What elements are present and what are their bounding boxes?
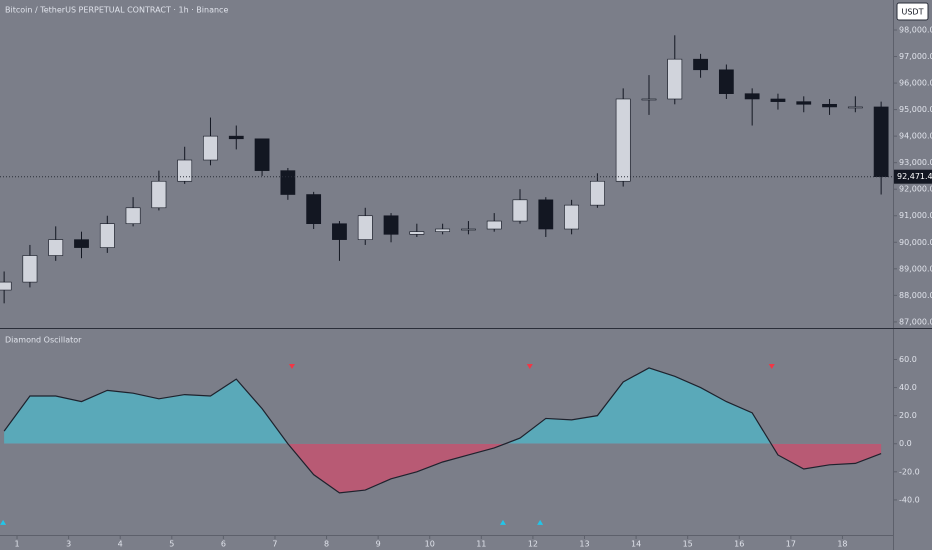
x-tick-label: 12 — [528, 540, 538, 549]
candle-body — [383, 215, 399, 235]
candle-body — [306, 194, 322, 225]
y-tick-label: 40.0 — [899, 383, 917, 392]
y-tick-label: 89,000.0 — [899, 264, 932, 273]
currency-label[interactable]: USDT — [902, 8, 924, 17]
y-tick-label: 87,000.0 — [899, 317, 932, 326]
y-tick-label: 95,000.0 — [899, 105, 932, 114]
buy-signal — [499, 519, 506, 525]
candle-body — [332, 223, 347, 240]
x-tick-label: 10 — [425, 540, 435, 549]
sell-signal — [768, 364, 775, 370]
buy-signal — [537, 519, 544, 525]
candle-body — [357, 215, 373, 240]
y-tick-label: 92,000.0 — [899, 185, 932, 194]
candle-body — [693, 58, 708, 71]
candle-body — [177, 159, 193, 182]
candle-body — [590, 180, 605, 206]
x-tick-label: 9 — [376, 540, 381, 549]
candle-body — [538, 199, 554, 230]
candle-body — [486, 220, 502, 230]
x-tick-label: 5 — [169, 540, 174, 549]
x-tick-label: 18 — [837, 540, 847, 549]
y-tick-label: 93,000.0 — [899, 158, 932, 167]
x-tick-label: 17 — [786, 540, 796, 549]
oscillator-line — [3, 367, 882, 494]
candle-body — [744, 93, 760, 100]
x-tick-label: 1 — [14, 540, 19, 549]
y-tick-label: 91,000.0 — [899, 211, 932, 220]
x-tick-label: 16 — [734, 540, 744, 549]
y-tick-label: -20.0 — [899, 467, 920, 476]
candle-body — [770, 98, 786, 102]
y-tick-label: -40.0 — [899, 495, 920, 504]
sell-signal — [288, 364, 295, 370]
x-tick-label: 15 — [683, 540, 693, 549]
x-tick-label: 8 — [324, 540, 329, 549]
x-tick-label: 11 — [476, 540, 486, 549]
y-tick-label: 96,000.0 — [899, 79, 932, 88]
chart-title: Bitcoin / TetherUS PERPETUAL CONTRACT · … — [5, 6, 228, 15]
candle-body — [409, 231, 425, 235]
candle-body — [254, 138, 270, 171]
candle-body — [22, 255, 38, 283]
candle-body — [280, 170, 296, 195]
candle-body — [667, 58, 683, 100]
buy-signal — [0, 519, 7, 525]
candle-body — [822, 103, 837, 108]
positive-area — [4, 367, 772, 444]
x-tick-label: 7 — [272, 540, 277, 549]
candle-body — [615, 98, 631, 182]
x-tick-label: 3 — [66, 540, 71, 549]
candle-body — [564, 204, 579, 230]
candle-body — [48, 239, 64, 256]
y-tick-label: 60.0 — [899, 355, 917, 364]
candle-body — [796, 101, 812, 105]
negative-area — [4, 443, 882, 493]
candle-body — [125, 207, 141, 225]
last-price-label: 92,471.4 — [897, 172, 932, 181]
candle-body — [203, 135, 218, 161]
candle-body — [0, 281, 12, 291]
indicator-title: Diamond Oscillator — [5, 336, 82, 345]
candle-body — [435, 228, 451, 232]
y-tick-label: 90,000.0 — [899, 238, 932, 247]
candle-body — [461, 228, 476, 231]
last-price-box — [894, 169, 932, 184]
candle-body — [228, 135, 244, 140]
candle-body — [151, 180, 167, 209]
x-tick-label: 14 — [631, 540, 641, 549]
candle-body — [74, 239, 89, 248]
currency-button[interactable] — [896, 2, 929, 21]
x-tick-label: 4 — [118, 540, 123, 549]
x-tick-label: 6 — [221, 540, 226, 549]
y-tick-label: 94,000.0 — [899, 132, 932, 141]
y-tick-label: 0.0 — [899, 439, 912, 448]
y-tick-label: 20.0 — [899, 411, 917, 420]
candle-body — [641, 98, 657, 101]
sell-signal — [526, 364, 533, 370]
candle-body — [718, 69, 734, 94]
candle-body — [512, 199, 528, 222]
y-tick-label: 88,000.0 — [899, 291, 932, 300]
y-tick-label: 97,000.0 — [899, 52, 932, 61]
x-tick-label: 13 — [579, 540, 589, 549]
candle-body — [847, 106, 863, 109]
candle-body — [99, 223, 115, 248]
candle-body — [873, 106, 889, 178]
y-tick-label: 98,000.0 — [899, 25, 932, 34]
